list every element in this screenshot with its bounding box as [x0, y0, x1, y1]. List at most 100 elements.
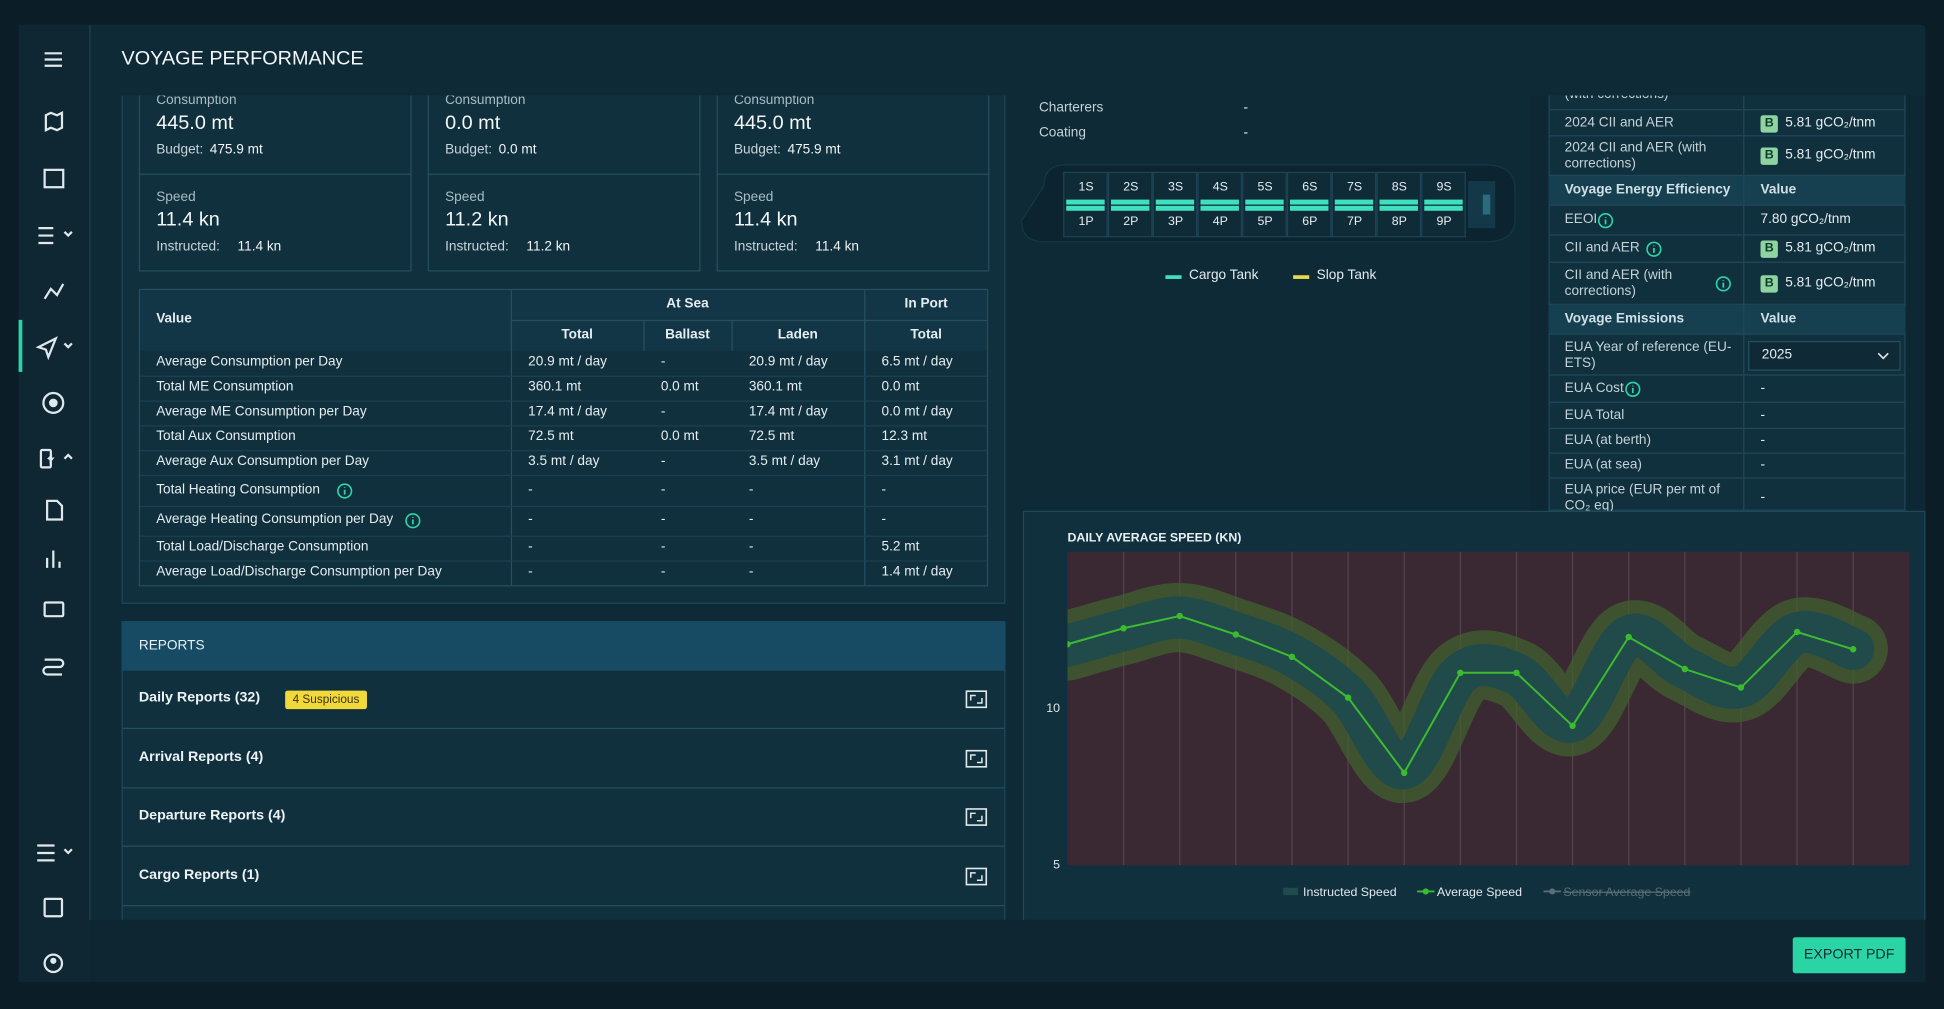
info-icon[interactable]	[336, 482, 353, 499]
table-cell: -	[748, 539, 754, 555]
row-divider	[140, 535, 987, 537]
expand-icon[interactable]	[965, 807, 990, 827]
report-row[interactable]	[122, 787, 1005, 847]
tank-fill	[1200, 199, 1239, 205]
content: 1S 1P 2S 2P 3S 3P 4S 4P 5S 5P 6S 6P 7S 7P 8S 8P 9S 9P Con…	[0, 95, 1944, 920]
legend-label[interactable]: Instructed Speed	[1303, 885, 1397, 899]
speed-point	[1067, 641, 1071, 648]
row-value: -	[1760, 407, 1766, 423]
row-divider	[140, 375, 987, 377]
legend-label[interactable]: Sensor Average Speed	[1563, 885, 1690, 899]
settings-icon[interactable]	[37, 844, 55, 862]
table-cell: Total ME Consumption	[156, 379, 294, 395]
tank-fill	[1200, 205, 1239, 211]
legend-label[interactable]: Average Speed	[1437, 885, 1522, 899]
table-cell: 5.2 mt	[881, 539, 920, 555]
contacts-icon[interactable]	[43, 897, 64, 918]
table-cell: -	[881, 481, 887, 497]
legend-label: Cargo Tank	[1188, 267, 1259, 283]
export-button[interactable]: EXPORT PDF	[1792, 937, 1906, 974]
group-header: In Port	[904, 296, 948, 312]
table-cell: 72.5 mt	[528, 428, 574, 444]
row-value: 5.81 gCO₂/tnm	[1785, 275, 1876, 291]
speed-point	[1288, 653, 1296, 661]
routes-icon[interactable]	[38, 227, 54, 245]
table-cell: 0.0 mt	[660, 379, 699, 395]
menu-icon[interactable]	[44, 52, 62, 67]
efficiency-row	[1548, 263, 1906, 305]
info-icon[interactable]	[1624, 381, 1641, 398]
row-value: -	[1760, 457, 1766, 473]
info-value: -	[1243, 125, 1249, 141]
report-row[interactable]	[122, 846, 1005, 906]
chat-icon[interactable]	[43, 601, 65, 618]
table-cell: 17.4 mt / day	[528, 404, 607, 420]
voyage-icon[interactable]	[35, 336, 58, 361]
chevron	[1877, 352, 1889, 359]
legend-swatch	[1422, 888, 1429, 895]
speed-point	[1513, 669, 1520, 677]
expand-icon[interactable]	[965, 689, 990, 709]
profile-icon[interactable]	[43, 953, 64, 974]
card-sub-label: Instructed:	[733, 239, 798, 255]
speed-point	[1232, 631, 1240, 638]
weather-icon[interactable]	[42, 658, 65, 676]
info-icon[interactable]	[1715, 275, 1732, 292]
card-divider	[427, 173, 701, 175]
year-select[interactable]	[1748, 340, 1901, 371]
expand-icon[interactable]	[965, 748, 990, 768]
tank-label: 4P	[1213, 214, 1228, 228]
map-icon[interactable]	[44, 111, 64, 132]
efficiency-row	[1548, 136, 1906, 177]
row-label: EUA price (EUR per mt of CO₂ eq)	[1564, 482, 1721, 511]
analytics-icon[interactable]	[43, 283, 65, 300]
dashboard-icon[interactable]	[43, 168, 65, 189]
tank-fill	[1334, 199, 1374, 205]
tank-fill	[1110, 199, 1150, 205]
efficiency-row	[1548, 335, 1906, 376]
table	[138, 288, 989, 587]
speed-point	[1457, 669, 1464, 677]
col-divider	[1743, 304, 1745, 335]
tank-fill	[1110, 205, 1150, 211]
row-value: -	[1760, 432, 1766, 448]
card	[716, 95, 990, 272]
y-tick-label: 5	[1053, 858, 1060, 872]
card-sub-value: 475.9 mt	[787, 142, 841, 158]
row-label: CII and AER (with corrections)	[1564, 267, 1673, 299]
info-label: Charterers	[1038, 100, 1104, 116]
speed-point	[1120, 625, 1127, 632]
info-icon[interactable]	[1597, 212, 1614, 229]
tank-label: 5S	[1258, 179, 1273, 193]
tank-fill	[1066, 199, 1105, 205]
card	[427, 95, 701, 272]
col-divider	[1743, 110, 1745, 137]
col-divider	[1743, 95, 1745, 111]
sidebar	[18, 24, 91, 982]
table-cell: -	[528, 564, 533, 579]
tank-fill	[1245, 205, 1284, 211]
report-row[interactable]	[122, 669, 1005, 730]
col-divider	[1743, 334, 1745, 376]
table-cell: 0.0 mt	[660, 428, 699, 444]
expand-icon[interactable]	[965, 866, 990, 886]
info-value: -	[1243, 100, 1249, 116]
info-icon[interactable]	[404, 512, 421, 529]
tank-label: 9S	[1437, 179, 1452, 193]
tank-label: 9P	[1437, 214, 1452, 228]
column-divider	[643, 319, 645, 351]
tank-fill	[1334, 205, 1374, 211]
grade-badge: B	[1760, 275, 1778, 293]
report-row[interactable]	[122, 728, 1005, 788]
reports-panel	[121, 621, 1006, 920]
table-cell: -	[748, 481, 754, 497]
badge: 4 Suspicious	[285, 690, 367, 710]
document-icon[interactable]	[45, 499, 64, 521]
chart-icon[interactable]	[45, 550, 61, 568]
header-divider	[510, 319, 989, 322]
column-divider	[731, 319, 733, 351]
info-icon[interactable]	[1645, 241, 1662, 258]
target-icon[interactable]	[42, 391, 65, 414]
